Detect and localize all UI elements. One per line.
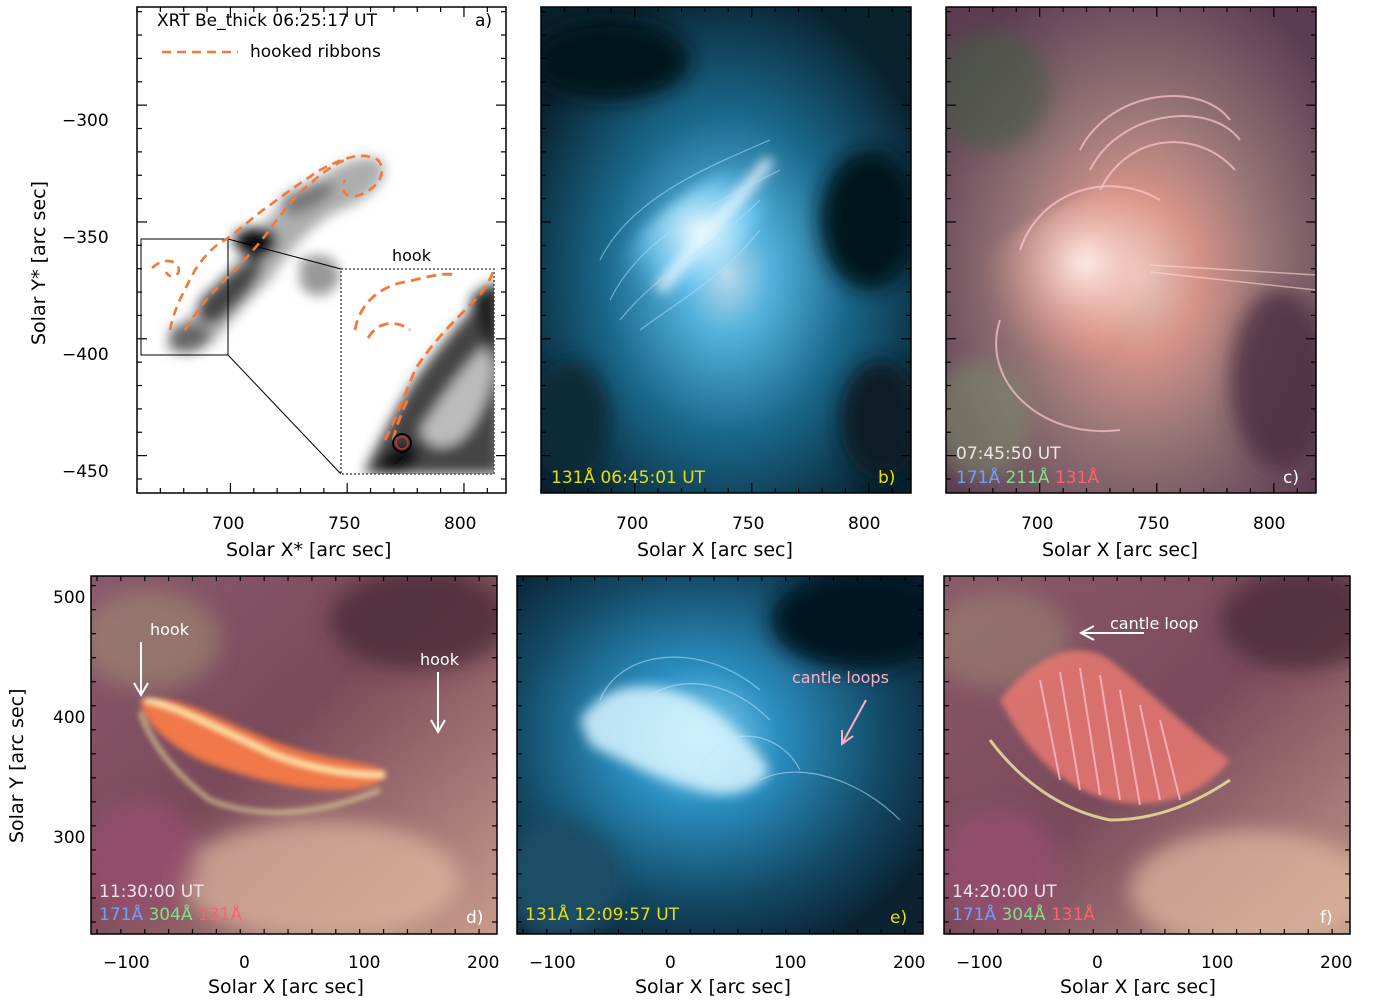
x-axis-label-d: Solar X [arc sec] <box>208 976 364 998</box>
panel-d-channels: 171Å 304Å 131Å <box>99 905 242 925</box>
hook-label-left: hook <box>150 620 189 639</box>
x-axis-label-e: Solar X [arc sec] <box>635 976 791 998</box>
x-tick-a-2: 800 <box>444 514 477 534</box>
x-tick-c-0: 700 <box>1021 514 1054 534</box>
x-tick-f-3: 200 <box>1320 953 1353 973</box>
x-tick-b-2: 800 <box>848 514 881 534</box>
panel-f-time: 14:20:00 UT <box>952 882 1057 902</box>
x-tick-a-0: 700 <box>212 514 245 534</box>
x-axis-label-b: Solar X [arc sec] <box>637 539 793 561</box>
x-tick-d-0: −100 <box>103 953 150 973</box>
aia131-image-b <box>541 7 911 493</box>
x-tick-c-1: 750 <box>1137 514 1170 534</box>
inset-ribbons <box>353 271 495 441</box>
panel-a <box>136 6 507 494</box>
channel-131: 131Å <box>1054 468 1100 488</box>
panel-d-time: 11:30:00 UT <box>99 882 204 902</box>
y-axis-label-a: Solar Y* [arc sec] <box>28 181 50 345</box>
x-axis-label-c: Solar X [arc sec] <box>1042 539 1198 561</box>
aia131-image-e <box>517 576 923 934</box>
y-tick-d-2: 300 <box>53 828 86 848</box>
channel-211: 211Å <box>1005 468 1050 488</box>
panel-f-channels: 171Å 304Å 131Å <box>952 905 1095 925</box>
panel-e-caption: 131Å 12:09:57 UT <box>525 905 680 925</box>
panel-c-channels: 171Å 211Å 131Å <box>956 468 1099 488</box>
channel-131: 131Å <box>197 905 243 925</box>
hooked-ribbons <box>151 154 384 331</box>
x-tick-e-1: 0 <box>665 953 676 973</box>
channel-131: 131Å <box>1050 905 1096 925</box>
y-tick-d-0: 500 <box>53 588 86 608</box>
x-axis-label-a: Solar X* [arc sec] <box>226 539 392 561</box>
y-tick-a-3: −450 <box>62 462 109 482</box>
panel-b-caption: 131Å 06:45:01 UT <box>551 468 706 488</box>
legend-label: hooked ribbons <box>250 42 381 62</box>
panel-b <box>540 6 912 494</box>
y-axis-label-d: Solar Y [arc sec] <box>6 688 28 844</box>
panel-e <box>516 575 924 935</box>
composite-image-c <box>946 7 1316 493</box>
x-tick-b-1: 750 <box>732 514 765 534</box>
panel-d <box>90 575 498 935</box>
composite-image-d <box>91 576 497 934</box>
panel-f-letter: f) <box>1320 908 1333 928</box>
panel-d-letter: d) <box>466 908 484 928</box>
y-tick-a-0: −300 <box>62 111 109 131</box>
panel-e-letter: e) <box>890 908 908 928</box>
channel-304: 304Å <box>148 905 193 925</box>
x-tick-f-1: 0 <box>1092 953 1103 973</box>
panel-f <box>943 575 1351 935</box>
xrt-image <box>165 157 385 355</box>
panel-c-letter: c) <box>1283 468 1299 488</box>
y-tick-d-1: 400 <box>53 708 86 728</box>
hook-label-right: hook <box>420 650 459 669</box>
x-tick-d-3: 200 <box>467 953 500 973</box>
panel-b-letter: b) <box>878 468 896 488</box>
x-tick-a-1: 750 <box>328 514 361 534</box>
x-tick-e-2: 100 <box>774 953 807 973</box>
x-tick-f-2: 100 <box>1201 953 1234 973</box>
cantle-loop-label: cantle loop <box>1110 614 1199 633</box>
panel-c <box>945 6 1317 494</box>
composite-image-f <box>944 576 1350 934</box>
x-tick-b-0: 700 <box>616 514 649 534</box>
cantle-loops-label: cantle loops <box>792 668 889 687</box>
panel-a-letter: a) <box>475 11 493 31</box>
x-axis-label-f: Solar X [arc sec] <box>1060 976 1216 998</box>
x-tick-c-2: 800 <box>1253 514 1286 534</box>
x-tick-e-0: −100 <box>529 953 576 973</box>
inset-hook-label: hook <box>392 246 431 265</box>
channel-171: 171Å <box>952 905 997 925</box>
tick-marks <box>91 7 1350 934</box>
channel-171: 171Å <box>956 468 1001 488</box>
y-tick-a-2: −400 <box>62 345 109 365</box>
x-tick-d-1: 0 <box>239 953 250 973</box>
channel-304: 304Å <box>1001 905 1046 925</box>
y-tick-a-1: −350 <box>62 228 109 248</box>
x-tick-e-3: 200 <box>893 953 926 973</box>
x-tick-d-2: 100 <box>348 953 381 973</box>
x-tick-f-0: −100 <box>956 953 1003 973</box>
channel-171: 171Å <box>99 905 144 925</box>
annotation-arrows <box>133 625 1144 734</box>
zoom-box <box>140 238 229 356</box>
panel-c-time: 07:45:50 UT <box>956 444 1061 464</box>
panel-a-title: XRT Be_thick 06:25:17 UT <box>157 11 377 31</box>
